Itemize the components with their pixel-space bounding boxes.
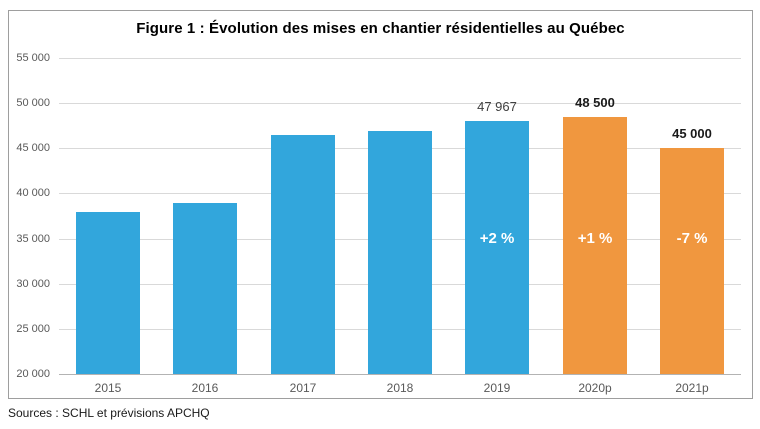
y-axis-label-35000: 35 000	[16, 233, 50, 245]
gridline-20000	[59, 374, 741, 375]
y-axis-label-45000: 45 000	[16, 142, 50, 154]
y-axis-label-55000: 55 000	[16, 52, 50, 64]
x-axis-label-2019: 2019	[483, 381, 511, 395]
bar-2015	[76, 212, 140, 374]
bar-value-label-2019: 47 967	[477, 99, 517, 114]
y-axis-label-25000: 25 000	[16, 323, 50, 335]
x-axis-label-2016: 2016	[191, 381, 219, 395]
bar-2016	[173, 203, 237, 374]
x-axis-label-2021p: 2021p	[675, 381, 709, 395]
y-axis-label-30000: 30 000	[16, 278, 50, 290]
bar-2017	[271, 135, 335, 374]
x-axis-label-2017: 2017	[289, 381, 317, 395]
bar-2020p	[563, 117, 627, 374]
bar-value-label-2020p: 48 500	[575, 95, 615, 110]
x-axis-label-2015: 2015	[94, 381, 122, 395]
bar-2019	[465, 121, 529, 374]
chart-title: Figure 1 : Évolution des mises en chanti…	[136, 20, 625, 37]
bar-pct-label-2020p: +1 %	[577, 230, 613, 247]
x-axis-label-2020p: 2020p	[578, 381, 612, 395]
source-note: Sources : SCHL et prévisions APCHQ	[8, 406, 210, 420]
gridline-55000	[59, 58, 741, 59]
chart-frame: Figure 1 : Évolution des mises en chanti…	[8, 10, 753, 399]
gridline-50000	[59, 103, 741, 104]
bar-pct-label-2019: +2 %	[479, 230, 515, 247]
y-axis-label-50000: 50 000	[16, 97, 50, 109]
bar-value-label-2021p: 45 000	[672, 126, 712, 141]
bar-2018	[368, 131, 432, 374]
y-axis-label-40000: 40 000	[16, 187, 50, 199]
y-axis-label-20000: 20 000	[16, 368, 50, 380]
x-axis-label-2018: 2018	[386, 381, 414, 395]
bar-pct-label-2021p: -7 %	[676, 230, 708, 247]
bar-2021p	[660, 148, 724, 374]
